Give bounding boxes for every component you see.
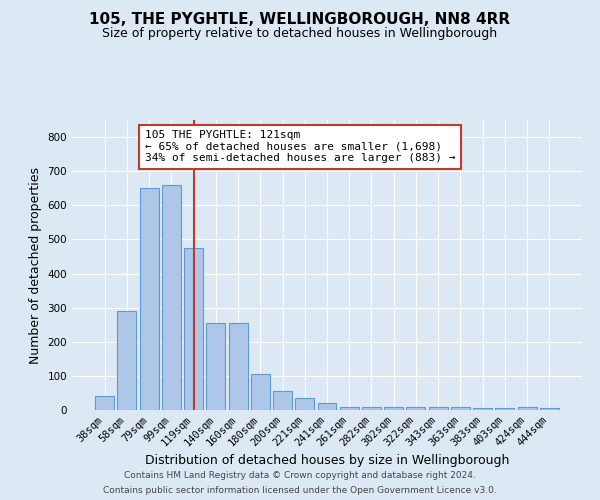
Bar (95, 396, 114, 410)
Bar (406, 408, 425, 410)
Bar (473, 408, 492, 410)
Y-axis label: Number of detached properties: Number of detached properties (29, 166, 42, 364)
Bar (206, 323, 225, 410)
Text: Size of property relative to detached houses in Wellingborough: Size of property relative to detached ho… (103, 28, 497, 40)
Text: 105 THE PYGHTLE: 121sqm
← 65% of detached houses are smaller (1,698)
34% of semi: 105 THE PYGHTLE: 121sqm ← 65% of detache… (145, 130, 455, 164)
Bar (429, 408, 448, 410)
Bar (273, 391, 292, 410)
Bar (518, 406, 536, 410)
Bar (162, 185, 181, 410)
X-axis label: Distribution of detached houses by size in Wellingborough: Distribution of detached houses by size … (145, 454, 509, 467)
Bar (362, 406, 381, 410)
Bar (229, 323, 248, 410)
Bar (184, 248, 203, 410)
Bar (118, 311, 136, 410)
Text: 105, THE PYGHTLE, WELLINGBOROUGH, NN8 4RR: 105, THE PYGHTLE, WELLINGBOROUGH, NN8 4R… (89, 12, 511, 28)
Bar (540, 408, 559, 410)
Bar (451, 408, 470, 410)
Text: Contains HM Land Registry data © Crown copyright and database right 2024.: Contains HM Land Registry data © Crown c… (124, 471, 476, 480)
Bar (140, 188, 158, 410)
Bar (251, 374, 270, 410)
Bar (496, 408, 514, 410)
Bar (340, 406, 359, 410)
Bar (295, 398, 314, 410)
Text: Contains public sector information licensed under the Open Government Licence v3: Contains public sector information licen… (103, 486, 497, 495)
Bar (317, 403, 337, 410)
Bar (384, 408, 403, 410)
